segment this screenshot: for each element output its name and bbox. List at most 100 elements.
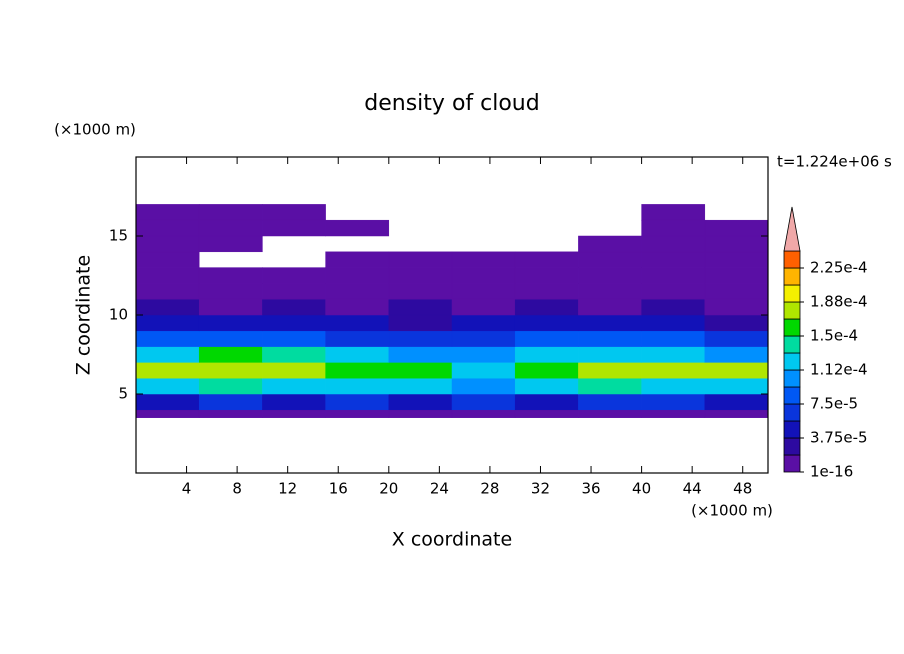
contour-cell bbox=[704, 377, 769, 395]
x-tick-label: 24 bbox=[430, 480, 449, 498]
contour-cell bbox=[641, 393, 706, 411]
x-tick-label: 28 bbox=[480, 480, 499, 498]
x-tick-label: 20 bbox=[379, 480, 398, 498]
contour-cell bbox=[135, 251, 200, 268]
contour-cell bbox=[578, 298, 642, 316]
contour-cell bbox=[325, 409, 390, 418]
contour-cell bbox=[451, 409, 516, 418]
colorbar-label: 1.12e-4 bbox=[810, 361, 868, 379]
contour-cell bbox=[451, 346, 516, 363]
contour-cell bbox=[388, 314, 453, 332]
contour-cell bbox=[325, 267, 390, 284]
contour-cell bbox=[388, 283, 453, 300]
x-tick-label: 4 bbox=[182, 480, 192, 498]
contour-cell bbox=[262, 377, 326, 395]
contour-cell bbox=[135, 393, 200, 411]
colorbar-box bbox=[783, 284, 801, 303]
contour-cell bbox=[641, 298, 706, 316]
colorbar-box bbox=[783, 250, 801, 269]
contour-cell bbox=[135, 235, 200, 253]
contour-cell bbox=[135, 314, 200, 332]
contour-cell bbox=[578, 393, 642, 411]
x-tick-label: 36 bbox=[581, 480, 600, 498]
colorbar-box bbox=[783, 454, 801, 473]
contour-cell bbox=[704, 251, 769, 268]
contour-cell bbox=[262, 393, 326, 411]
contour-cell bbox=[514, 362, 579, 379]
contour-cell bbox=[262, 409, 326, 418]
y-tick-label: 10 bbox=[109, 306, 128, 324]
colorbar-box bbox=[783, 369, 801, 388]
colorbar-label: 3.75e-5 bbox=[810, 429, 868, 447]
contour-cell bbox=[325, 393, 390, 411]
x-tick-label: 40 bbox=[632, 480, 651, 498]
colorbar-box bbox=[783, 386, 801, 405]
contour-cell bbox=[198, 235, 263, 253]
colorbar-box bbox=[783, 335, 801, 354]
x-tick-label: 32 bbox=[531, 480, 550, 498]
contour-cell bbox=[641, 251, 706, 268]
colorbar-box bbox=[783, 403, 801, 422]
contour-cell bbox=[388, 409, 453, 418]
contour-cell bbox=[198, 283, 263, 300]
contour-cell bbox=[578, 314, 642, 332]
contour-cell bbox=[198, 314, 263, 332]
contour-cell bbox=[135, 298, 200, 316]
x-tick-label: 8 bbox=[232, 480, 242, 498]
colorbar-label: 1e-16 bbox=[810, 463, 853, 481]
x-tick-label: 12 bbox=[278, 480, 297, 498]
colorbar-box bbox=[783, 437, 801, 456]
contour-cell bbox=[451, 251, 516, 268]
time-label: t=1.224e+06 s bbox=[777, 153, 892, 171]
contour-cell bbox=[388, 298, 453, 316]
contour-cell bbox=[514, 298, 579, 316]
contour-cell bbox=[704, 393, 769, 411]
contour-cell bbox=[388, 377, 453, 395]
contour-cell bbox=[578, 235, 642, 253]
contour-cell bbox=[704, 298, 769, 316]
contour-cell bbox=[578, 251, 642, 268]
y-unit: (×1000 m) bbox=[54, 121, 136, 139]
contour-cell bbox=[578, 362, 642, 379]
contour-cell bbox=[514, 377, 579, 395]
contour-cell bbox=[514, 409, 579, 418]
colorbar-label: 7.5e-5 bbox=[810, 395, 858, 413]
contour-cell bbox=[704, 314, 769, 332]
contour-cell bbox=[451, 393, 516, 411]
contour-cell bbox=[641, 409, 706, 418]
contour-cell bbox=[641, 283, 706, 300]
y-tick-label: 15 bbox=[109, 227, 128, 245]
contour-cell bbox=[451, 362, 516, 379]
contour-cell bbox=[262, 362, 326, 379]
contour-cell bbox=[578, 267, 642, 284]
contour-cell bbox=[325, 283, 390, 300]
contour-cell bbox=[325, 330, 390, 347]
contour-cell bbox=[135, 204, 200, 221]
contour-cell bbox=[135, 377, 200, 395]
contour-cell bbox=[135, 346, 200, 363]
contour-cell bbox=[388, 267, 453, 284]
contour-cell bbox=[325, 377, 390, 395]
contour-cell bbox=[641, 267, 706, 284]
colorbar-label: 2.25e-4 bbox=[810, 259, 868, 277]
x-tick-label: 16 bbox=[329, 480, 348, 498]
contour-cell bbox=[135, 267, 200, 284]
contour-cell bbox=[325, 219, 390, 237]
contour-cell bbox=[514, 330, 579, 347]
contour-cell bbox=[641, 362, 706, 379]
contour-cell bbox=[514, 283, 579, 300]
contour-cell bbox=[262, 283, 326, 300]
contour-cell bbox=[325, 314, 390, 332]
contour-cell bbox=[641, 377, 706, 395]
contour-cell bbox=[388, 346, 453, 363]
contour-cell bbox=[704, 409, 769, 418]
contour-cell bbox=[704, 346, 769, 363]
contour-cell bbox=[135, 283, 200, 300]
contour-cell bbox=[198, 362, 263, 379]
contour-cell bbox=[198, 330, 263, 347]
contour-cell bbox=[514, 346, 579, 363]
contour-cell bbox=[704, 283, 769, 300]
contour-cell bbox=[388, 362, 453, 379]
contour-cell bbox=[135, 219, 200, 237]
